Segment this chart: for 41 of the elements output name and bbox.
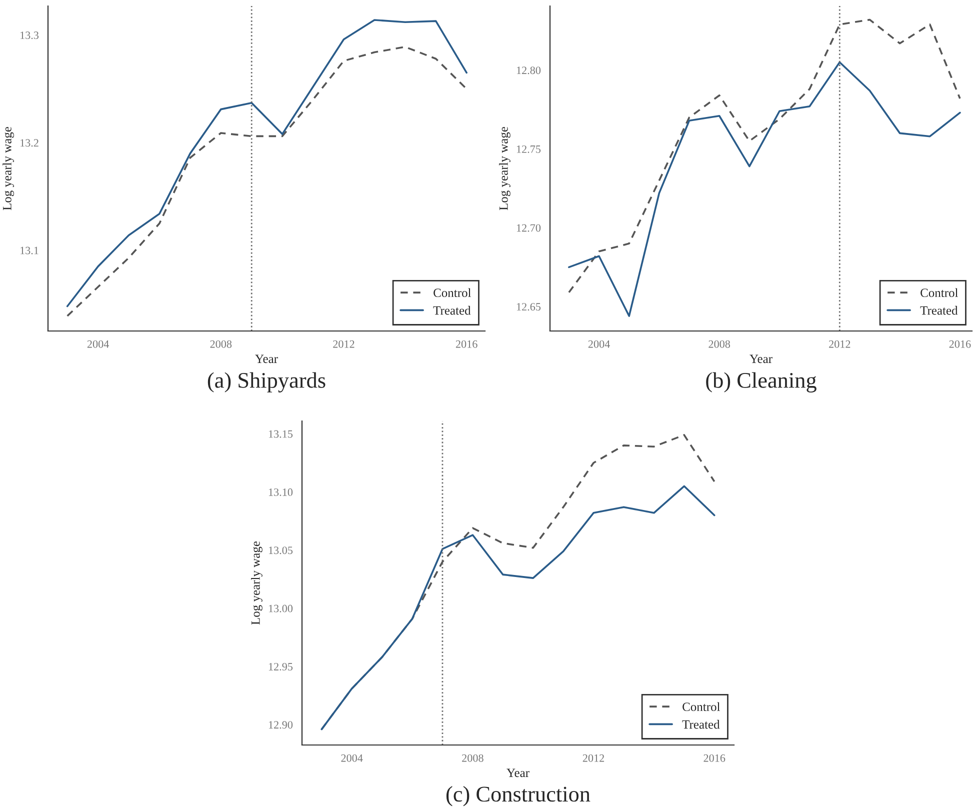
legend-label: Treated xyxy=(433,306,471,315)
y-tick-label: 12.95 xyxy=(268,662,293,670)
x-tick-label: 2012 xyxy=(829,340,850,348)
y-tick-label: 13.1 xyxy=(20,246,38,254)
x-tick-label: 2008 xyxy=(210,340,232,348)
text: (b) Cleaning xyxy=(706,372,816,392)
x-axis-title: Year xyxy=(750,354,772,364)
y-axis-title: Log yearly wage xyxy=(2,126,14,210)
x-tick-label: 2016 xyxy=(456,340,478,348)
legend-label: Control xyxy=(920,288,958,298)
y-tick-label: 12.90 xyxy=(268,721,293,729)
x-tick-label: 2016 xyxy=(949,340,971,348)
x-tick-label: 2004 xyxy=(341,754,363,762)
legend-label: Treated xyxy=(682,720,720,729)
x-axis-title: Year xyxy=(506,768,530,778)
x-tick-label: 2004 xyxy=(87,340,109,348)
y-tick-label: 13.2 xyxy=(20,139,38,147)
legend-label: Control xyxy=(434,288,471,298)
y-axis-title: Log yearly wage xyxy=(499,126,510,210)
x-axis-title: Year xyxy=(255,354,278,364)
line-series xyxy=(568,61,961,317)
y-tick-label: 12.70 xyxy=(516,224,541,232)
x-tick-label: 2004 xyxy=(588,340,610,348)
x-tick-label: 2012 xyxy=(582,754,604,762)
x-tick-label: 2016 xyxy=(704,754,726,762)
y-tick-label: 12.65 xyxy=(516,303,541,311)
y-tick-label: 12.80 xyxy=(516,66,541,74)
y-tick-label: 13.15 xyxy=(268,430,293,438)
x-tick-label: 2008 xyxy=(462,754,484,762)
y-tick-label: 13.3 xyxy=(20,32,39,40)
y-tick-label: 13.10 xyxy=(268,488,293,496)
y-axis-title: Log yearly wage xyxy=(251,541,262,625)
legend-label: Treated xyxy=(920,306,958,315)
x-tick-label: 2008 xyxy=(708,340,730,348)
x-tick-label: 2012 xyxy=(333,340,354,348)
legend-label: Control xyxy=(682,702,720,712)
y-tick-label: 13.05 xyxy=(268,546,293,554)
text: (a) Shipyards xyxy=(208,372,326,392)
y-tick-label: 13.00 xyxy=(268,604,293,612)
text: (c) Construction xyxy=(446,786,590,806)
y-tick-label: 12.75 xyxy=(516,145,541,153)
